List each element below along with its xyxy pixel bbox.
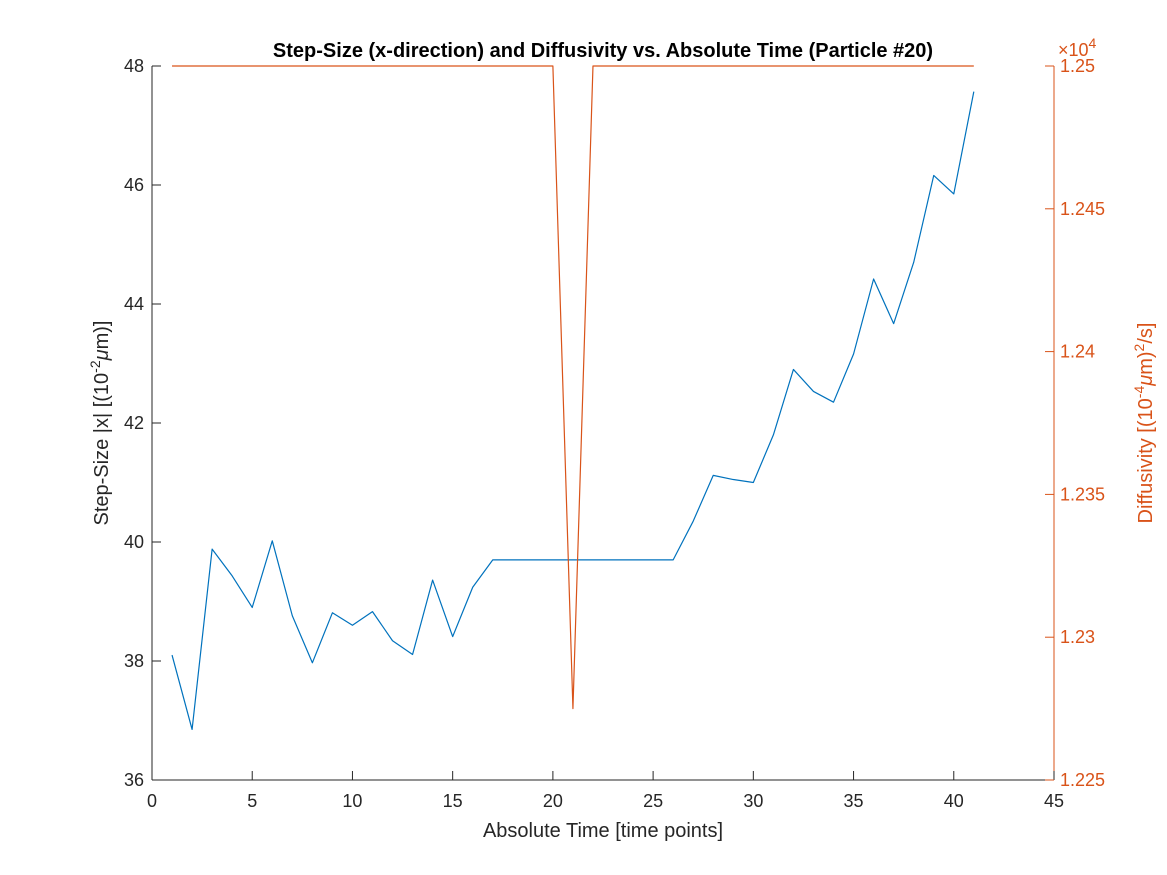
y-right-tick-label: 1.235 [1060,484,1105,504]
series-line-step-size [171,91,975,731]
y-left-tick-label: 44 [124,294,144,314]
y-left-label-unit: μ [91,349,113,361]
y-right-label-exp2: 2 [1131,343,1147,351]
y-left-tick-label: 46 [124,175,144,195]
y-left-label-exp: -2 [87,360,103,373]
y-left-tick-label: 38 [124,651,144,671]
y-left-axis-label: Step-Size |x| [(10-2μm)] [87,321,113,526]
x-tick-label: 30 [743,791,763,811]
x-tick-label: 15 [443,791,463,811]
x-axis-label: Absolute Time [time points] [483,820,723,842]
y-right-label-main: Diffusivity [(10 [1135,398,1157,523]
y-right-tick-label: 1.245 [1060,199,1105,219]
axes-layer: 0 5 10 15 20 25 30 35 40 45 36 38 40 42 44 46 48 1.225 1.2… [124,56,1105,811]
y-right-label-unit: μ [1135,375,1157,387]
series-layer [171,65,975,731]
x-tick-label: 40 [944,791,964,811]
y-right-multiplier: ×104 [1058,35,1097,60]
x-tick-label: 45 [1044,791,1064,811]
x-tick-label: 10 [342,791,362,811]
y-left-tick-label: 36 [124,770,144,790]
y-right-label-exp: -4 [1131,386,1147,399]
y-right-multiplier-exp: 4 [1089,35,1097,51]
y-left-tick-label: 40 [124,532,144,552]
y-left-tick-label: 42 [124,413,144,433]
y-right-tick-label: 1.25 [1060,56,1095,76]
y-right-label-mid: m) [1135,351,1157,374]
x-tick-label: 5 [247,791,257,811]
y-right-tick-label: 1.23 [1060,627,1095,647]
y-right-label-end: /s] [1135,323,1157,344]
y-right-tick-label: 1.24 [1060,342,1095,362]
x-tick-label: 25 [643,791,663,811]
chart-title: Step-Size (x-direction) and Diffusivity … [273,40,933,62]
y-right-axis-label: Diffusivity [(10-4μm)2/s] [1131,323,1157,524]
x-tick-label: 0 [147,791,157,811]
y-left-label-end: m)] [91,321,113,350]
x-tick-label: 20 [543,791,563,811]
y-right-multiplier-base: ×10 [1058,40,1089,60]
plot-area [152,66,1054,780]
y-left-label-main: Step-Size |x| [(10 [91,373,113,526]
x-tick-label: 35 [844,791,864,811]
series-line-diffusivity [172,65,974,710]
y-left-tick-label: 48 [124,56,144,76]
y-right-tick-label: 1.225 [1060,770,1105,790]
